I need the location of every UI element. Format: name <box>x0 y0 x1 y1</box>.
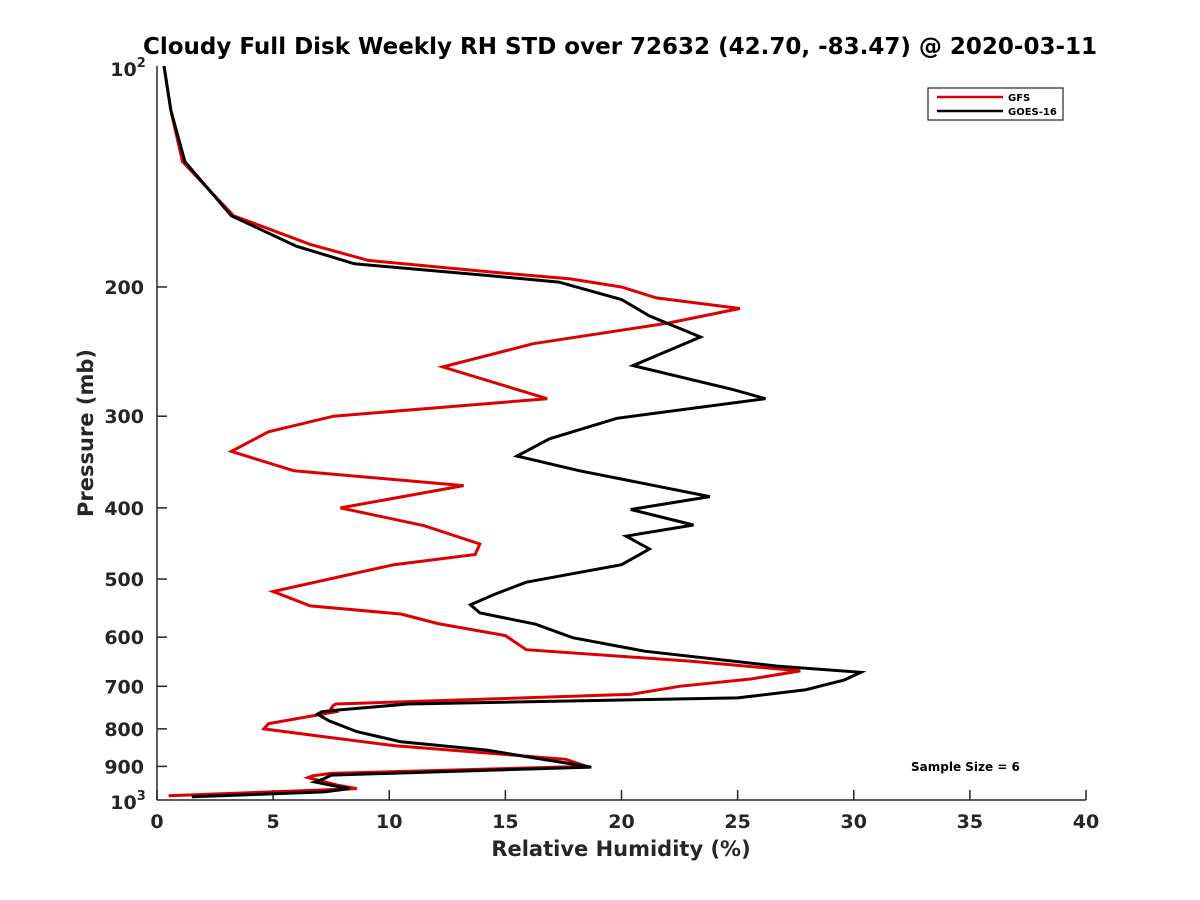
x-tick-label: 10 <box>376 811 402 833</box>
y-tick-label: 400 <box>104 498 144 520</box>
y-tick-label: 300 <box>104 406 144 428</box>
y-tick-label: 900 <box>104 756 144 778</box>
x-tick-label: 20 <box>608 811 634 833</box>
y-tick-label: 800 <box>104 719 144 741</box>
y-tick-label: 200 <box>104 277 144 299</box>
legend-label-goes16: GOES-16 <box>1008 107 1057 118</box>
y-end-label-top-base: 10 <box>110 59 136 81</box>
chart-title: Cloudy Full Disk Weekly RH STD over 7263… <box>143 34 1097 60</box>
y-end-label-top-exp: 2 <box>137 56 146 71</box>
y-end-label-bottom-base: 10 <box>110 792 136 814</box>
legend-label-gfs: GFS <box>1008 93 1030 104</box>
y-ticks: 200 300 400 500 600 700 800 900 <box>104 277 167 778</box>
plot-frame <box>156 66 1086 801</box>
y-tick-label: 500 <box>104 569 144 591</box>
y-end-label-bottom: 103 <box>110 789 146 814</box>
x-tick-label: 0 <box>150 811 163 833</box>
x-tick-label: 25 <box>724 811 750 833</box>
y-axis-label: Pressure (mb) <box>74 349 98 517</box>
x-ticks: 0 5 10 15 20 25 30 35 40 <box>150 790 1099 833</box>
sample-size-annotation: Sample Size = 6 <box>911 760 1020 774</box>
x-tick-label: 15 <box>492 811 518 833</box>
x-tick-label: 30 <box>841 811 867 833</box>
legend: GFS GOES-16 <box>927 87 1064 121</box>
series-line-goes-16 <box>162 65 867 799</box>
series-line-gfs <box>162 65 801 798</box>
y-end-label-bottom-exp: 3 <box>137 789 146 804</box>
x-tick-label: 35 <box>957 811 983 833</box>
x-tick-label: 40 <box>1073 811 1099 833</box>
y-end-label-top: 102 <box>110 56 146 81</box>
x-axis-label: Relative Humidity (%) <box>491 837 750 861</box>
series-lines <box>162 65 867 799</box>
x-tick-label: 5 <box>267 811 280 833</box>
legend-box <box>927 87 1064 121</box>
y-tick-label: 700 <box>104 676 144 698</box>
y-tick-label: 600 <box>104 627 144 649</box>
